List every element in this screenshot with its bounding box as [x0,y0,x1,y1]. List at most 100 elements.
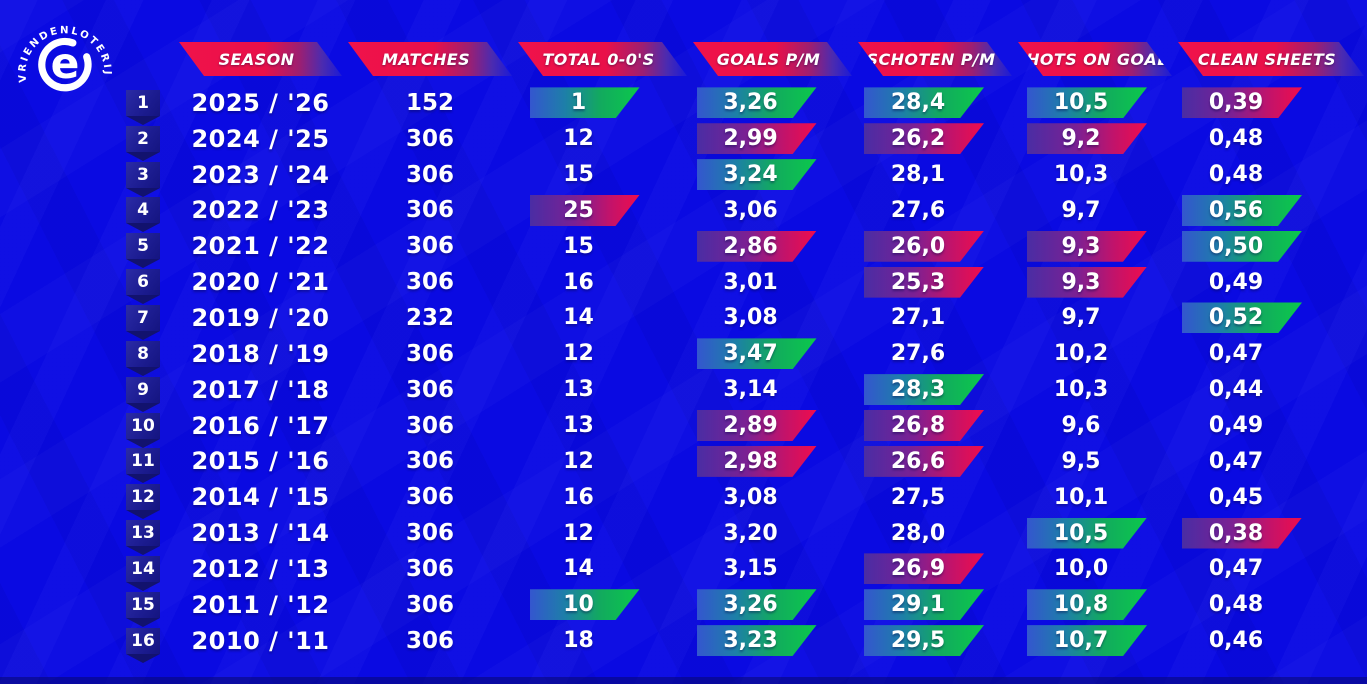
schoten-pm-value: 28,0 [890,520,946,546]
matches-cell: 306 [405,376,454,403]
rank-badge: 10 [126,412,160,448]
rank-cell: 6 [120,264,176,305]
schoten-pm-value: 27,5 [890,484,946,510]
goals-pm-cell: 3,24 [690,157,855,193]
rank-cell: 1 [120,85,176,125]
clean-sheets-value: 0,48 [1208,126,1264,152]
shots-on-goal-cell: 10,5 [1015,85,1175,121]
season-cell: 2020 / '21 [191,268,330,297]
rank-number: 16 [131,630,155,651]
column-header-schoten-pm: SCHOTEN P/M [858,42,1012,76]
goals-pm-value: 3,06 [723,197,778,223]
goals-pm-value: 2,89 [697,410,817,441]
goals-pm-value: 3,01 [723,269,778,295]
schoten-pm-value: 28,3 [864,374,984,405]
rank-number: 12 [131,487,155,508]
bottom-edge-band [0,677,1367,684]
goals-pm-cell: 3,01 [690,264,855,300]
shots-on-goal-value: 10,2 [1053,341,1109,367]
rank-number: 3 [137,164,149,185]
rank-badge: 7 [126,304,160,340]
rank-cell: 14 [120,551,176,591]
rank-cell: 16 [120,623,176,663]
rank-badge: 15 [126,591,160,627]
rank-number: 2 [137,128,149,149]
column-header-total-00s: TOTAL 0-0'S [518,42,687,76]
season-cell: 2015 / '16 [191,447,330,476]
schoten-pm-cell: 27,6 [855,336,1015,372]
clean-sheets-cell: 0,48 [1175,157,1367,193]
goals-pm-value: 3,08 [723,484,778,510]
goals-pm-value: 3,14 [723,377,778,403]
schoten-pm-value: 26,8 [864,410,984,441]
matches-cell: 306 [405,340,454,367]
total-00s-value: 12 [563,448,594,474]
schoten-pm-value: 26,0 [864,231,984,262]
shots-on-goal-cell: 10,8 [1015,587,1175,623]
matches-cell: 306 [405,520,454,547]
season-cell: 2025 / '26 [191,88,330,117]
goals-pm-value: 3,23 [697,625,817,656]
schoten-pm-cell: 28,0 [855,515,1015,551]
rank-cell: 9 [120,372,176,412]
goals-pm-value: 2,98 [697,446,817,477]
shots-on-goal-cell: 10,7 [1015,623,1175,659]
matches-cell: 152 [405,89,454,116]
total-00s-cell: 16 [515,264,690,300]
column-header-season: SEASON [179,42,342,76]
total-00s-cell: 12 [515,121,690,157]
matches-cell: 306 [405,484,454,511]
shots-on-goal-value: 9,5 [1061,448,1101,474]
schoten-pm-cell: 26,9 [855,551,1015,587]
total-00s-value: 13 [563,413,594,439]
rank-cell: 7 [120,300,176,340]
rank-cell: 12 [120,479,176,520]
total-00s-value: 14 [563,556,594,582]
goals-pm-value: 2,99 [697,123,817,154]
schoten-pm-value: 26,2 [864,123,984,154]
goals-pm-cell: 3,06 [690,193,855,229]
goals-pm-value: 3,15 [723,556,778,582]
clean-sheets-cell: 0,38 [1175,515,1367,551]
schoten-pm-value: 28,4 [864,87,984,118]
rank-number: 10 [131,415,155,436]
matches-cell: 306 [405,448,454,475]
season-cell: 2011 / '12 [191,590,330,619]
clean-sheets-cell: 0,49 [1175,408,1367,444]
shots-on-goal-cell: 10,0 [1015,551,1175,587]
shots-on-goal-value: 9,7 [1061,305,1101,331]
clean-sheets-cell: 0,45 [1175,479,1367,515]
matches-cell: 306 [405,591,454,618]
season-cell: 2016 / '17 [191,411,330,440]
schoten-pm-value: 27,6 [890,341,946,367]
clean-sheets-value: 0,45 [1208,484,1264,510]
eredivisie-logo: VRIENDENLOTERIJ e [17,25,110,92]
shots-on-goal-cell: 9,7 [1015,300,1175,336]
column-header-goals-pm: GOALS P/M [693,42,852,76]
schoten-pm-cell: 28,3 [855,372,1015,408]
matches-cell: 306 [405,125,454,152]
shots-on-goal-value: 10,0 [1053,556,1109,582]
shots-on-goal-cell: 9,7 [1015,193,1175,229]
logo-e-mark: e [38,37,92,92]
goals-pm-value: 3,20 [723,520,778,546]
schoten-pm-cell: 26,0 [855,228,1015,264]
season-cell: 2023 / '24 [191,160,330,189]
season-cell: 2010 / '11 [191,626,330,655]
total-00s-value: 13 [563,377,594,403]
rank-number: 4 [137,200,149,221]
rank-cell: 10 [120,408,176,448]
clean-sheets-cell: 0,47 [1175,336,1367,372]
season-cell: 2013 / '14 [191,519,330,548]
rank-number: 14 [131,558,155,579]
season-cell: 2017 / '18 [191,375,330,404]
schoten-pm-value: 26,6 [864,446,984,477]
rank-cell: 8 [120,336,176,376]
rank-number: 13 [131,523,155,544]
shots-on-goal-value: 10,3 [1053,377,1109,403]
column-header-clean-sheets: CLEAN SHEETS [1178,42,1364,76]
clean-sheets-cell: 0,48 [1175,587,1367,623]
clean-sheets-value: 0,49 [1208,269,1264,295]
schoten-pm-cell: 29,1 [855,587,1015,623]
clean-sheets-cell: 0,49 [1175,264,1367,300]
